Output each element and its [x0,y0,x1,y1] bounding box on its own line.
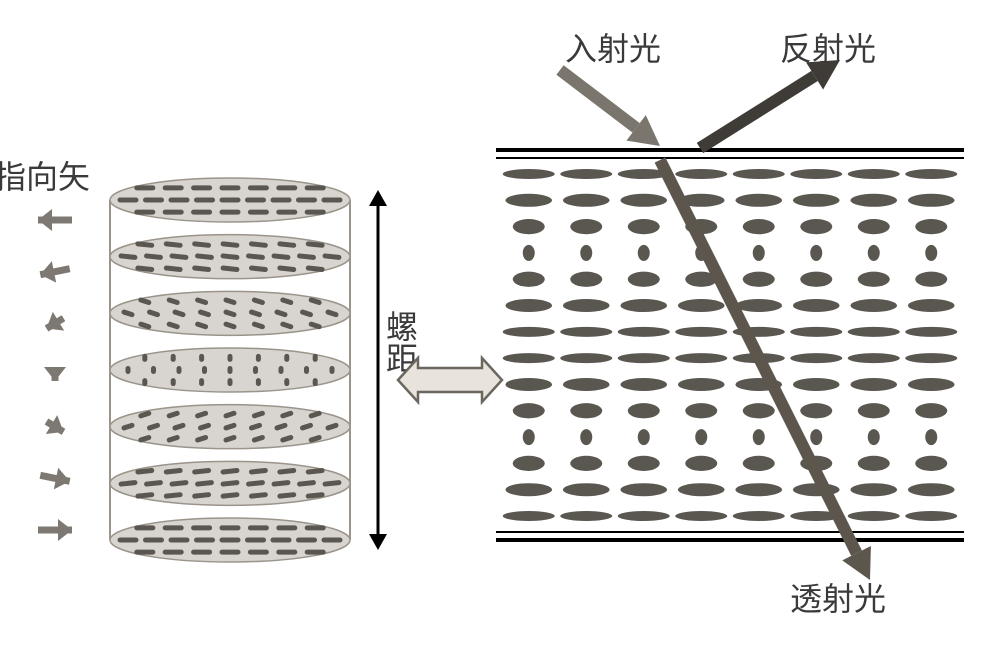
diagram-root: 入射光 反射光 透射光 指向矢 螺距 [0,0,1000,644]
transmitted-light-label: 透射光 [790,581,886,617]
helix-cylinder [110,178,350,562]
director-label: 指向矢 [0,159,90,195]
incident-light-label: 入射光 [565,31,661,67]
director-arrows [38,209,72,541]
light-arrows [560,60,871,580]
periodic-structure [496,150,964,540]
diagram-svg: 入射光 反射光 透射光 指向矢 螺距 [0,0,1000,644]
bidirectional-arrow [398,358,502,402]
